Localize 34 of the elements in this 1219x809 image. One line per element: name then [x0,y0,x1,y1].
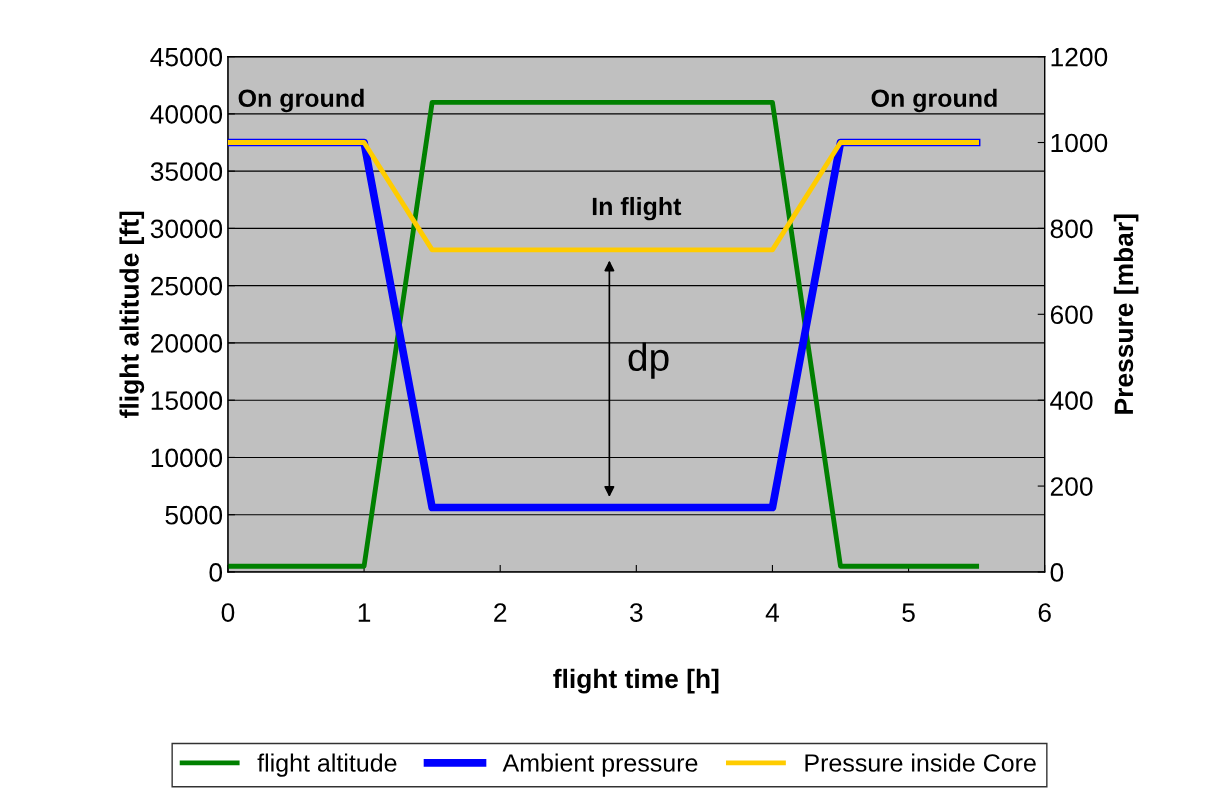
y2-axis-title: Pressure [mbar] [1113,214,1139,414]
y2-tick-label: 200 [1050,477,1093,496]
x-axis-title: flight time [h] [553,668,719,694]
y-tick-label: 0 [209,563,223,582]
x-tick-label: 5 [902,603,915,622]
y-tick-label: 35000 [150,162,223,181]
y2-tick-label: 800 [1050,219,1093,239]
y2-tick-label: 400 [1050,391,1093,411]
y-tick-label: 45000 [150,47,223,67]
x-tick-label: 2 [494,603,507,622]
legend-label: Ambient pressure [502,753,698,777]
x-tick-label: 3 [629,603,643,622]
y-tick-label: 20000 [151,334,223,353]
y-axis-title: flight altitude [ft] [119,211,145,418]
x-tick-label: 1 [358,603,371,622]
y-tick-label: 30000 [150,219,223,239]
y2-tick-label: 1000 [1051,133,1108,153]
annotation: On ground [871,88,997,113]
annotation: On ground [238,88,364,113]
y-tick-label: 40000 [150,105,223,124]
x-tick-label: 6 [1038,603,1051,622]
legend-label: flight altitude [257,753,397,777]
y2-tick-label: 0 [1050,563,1064,582]
y2-tick-label: 600 [1050,305,1093,325]
annotation: In flight [592,196,682,221]
x-tick-label: 0 [221,603,235,622]
y-tick-label: 15000 [151,391,223,411]
y-tick-label: 25000 [151,276,223,296]
y-tick-label: 5000 [165,505,223,525]
annotation: dp [628,342,669,379]
y2-tick-label: 1200 [1051,47,1108,67]
y-tick-label: 10000 [151,448,223,468]
legend-label: Pressure inside Core [805,753,1036,772]
x-tick-label: 4 [765,603,780,622]
